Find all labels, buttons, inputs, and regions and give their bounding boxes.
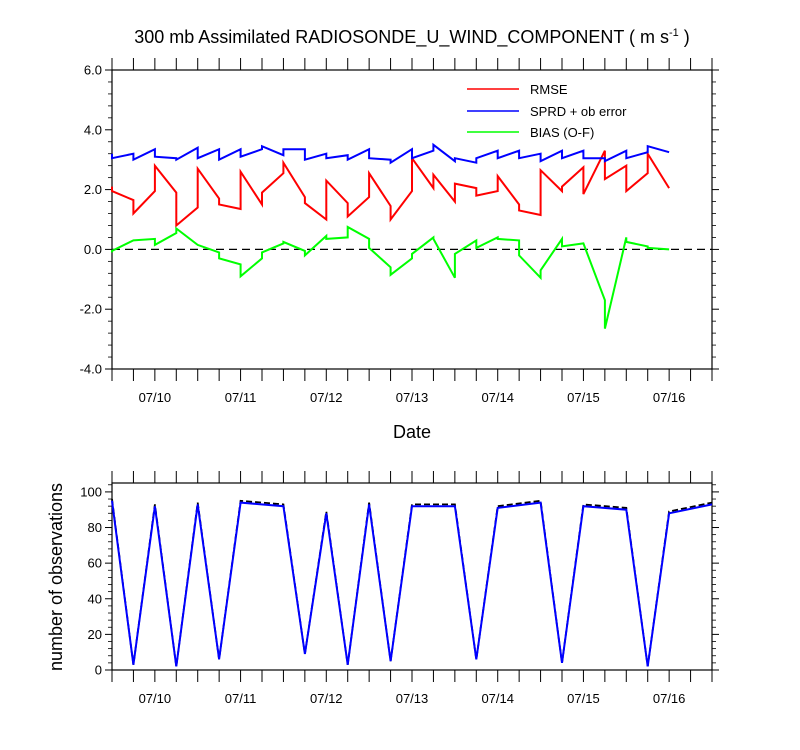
x-tick-label-1-2: 07/12: [310, 691, 343, 706]
y-tick-label-0-2: 0.0: [84, 242, 102, 257]
series-line-possible-observations: [111, 498, 713, 667]
legend-label-sprd: SPRD + ob error: [530, 104, 627, 119]
y-tick-label-0-0: -4.0: [80, 362, 102, 377]
series-line-sprd-ob-error: [111, 142, 670, 165]
y-tick-label-0-3: 2.0: [84, 182, 102, 197]
chart-title: 300 mb Assimilated RADIOSONDE_U_WIND_COM…: [134, 27, 690, 48]
y-tick-label-0-4: 4.0: [84, 122, 102, 137]
legend-label-bias: BIAS (O-F): [530, 125, 594, 140]
y-tick-label-1-4: 80: [88, 520, 102, 535]
y-tick-label-0-1: -2.0: [80, 302, 102, 317]
chart-title-end: ): [679, 27, 690, 47]
top-plot: -4.0 -2.0 0.0 2.0 4.0 6.0 07/10 07/11 07/12 07/13…: [80, 58, 719, 405]
series-line-rmse: [111, 150, 670, 228]
y-tick-label-1-0: 0: [95, 663, 102, 678]
x-tick-label-1-1: 07/11: [225, 691, 257, 706]
x-tick-label-0-3: 07/13: [396, 390, 429, 405]
series-line-assimilated-observations: [111, 500, 713, 667]
x-tick-label-0-6: 07/16: [653, 390, 686, 405]
legend: RMSE SPRD + ob error BIAS (O-F): [467, 82, 627, 140]
y-tick-label-1-3: 60: [88, 556, 102, 571]
x-tick-label-0-1: 07/11: [225, 390, 257, 405]
x-tick-label-1-4: 07/14: [481, 691, 514, 706]
series-line-bias-o-f: [111, 225, 670, 329]
bottom-plot: 0 20 40 60 80 100 07/10 07/11 07/12 07/13 07/14 07/…: [80, 471, 719, 706]
x-tick-label-0-4: 07/14: [481, 390, 514, 405]
x-tick-label-1-5: 07/15: [567, 691, 600, 706]
x-tick-label-1-0: 07/10: [139, 691, 172, 706]
x-tick-label-0-0: 07/10: [139, 390, 172, 405]
y-tick-label-1-1: 20: [88, 627, 102, 642]
x-axis-label: Date: [393, 422, 431, 442]
x-tick-label-0-5: 07/15: [567, 390, 600, 405]
x-tick-label-1-3: 07/13: [396, 691, 429, 706]
legend-label-rmse: RMSE: [530, 82, 568, 97]
x-tick-label-0-2: 07/12: [310, 390, 343, 405]
chart-title-main: 300 mb Assimilated RADIOSONDE_U_WIND_COM…: [134, 27, 669, 48]
x-tick-label-1-6: 07/16: [653, 691, 686, 706]
y-axis-label: number of observations: [46, 483, 66, 671]
y-tick-label-1-5: 100: [80, 484, 102, 499]
chart-title-superscript: -1: [669, 27, 679, 39]
y-tick-label-1-2: 40: [88, 591, 102, 606]
y-tick-label-0-5: 6.0: [84, 63, 102, 78]
